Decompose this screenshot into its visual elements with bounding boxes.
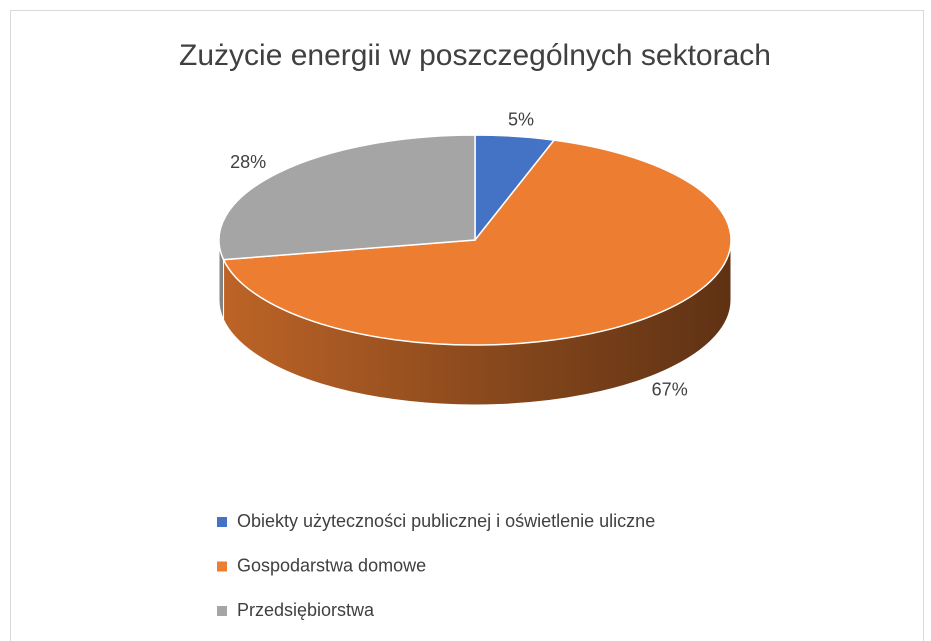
legend-label: Gospodarstwa domowe (237, 555, 426, 575)
pie-slice (218, 134, 476, 261)
legend-marker (217, 606, 227, 616)
legend-marker (217, 561, 227, 572)
data-label: 28% (230, 152, 266, 172)
pie-slice (222, 139, 732, 346)
data-label: 67% (652, 379, 688, 399)
chart-title: Zużycie energii w poszczególnych sektora… (179, 39, 771, 72)
legend-marker (217, 517, 227, 527)
legend-label: Przedsiębiorstwa (237, 600, 375, 620)
data-label: 5% (508, 109, 534, 129)
legend-label: Obiekty użyteczności publicznej i oświet… (237, 511, 655, 531)
